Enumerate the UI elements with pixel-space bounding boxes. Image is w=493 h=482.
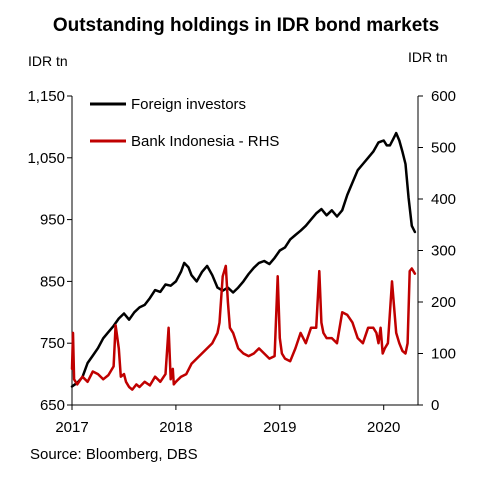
source-note: Source: Bloomberg, DBS — [30, 446, 198, 463]
series-line-bank-indonesia — [70, 264, 417, 391]
left-tick-label: 850 — [40, 273, 65, 290]
left-tick-label: 650 — [40, 397, 65, 414]
left-tick-label: 1,150 — [27, 88, 65, 105]
right-tick-label: 0 — [431, 397, 439, 414]
right-tick-label: 500 — [431, 140, 456, 157]
legend-label-foreign: Foreign investors — [131, 96, 246, 113]
series-lines — [70, 131, 417, 391]
x-ticks: 2017 2018 2019 2020 — [55, 405, 400, 436]
legend: Foreign investors Bank Indonesia - RHS — [90, 96, 279, 150]
right-axis-unit: IDR tn — [408, 49, 448, 65]
left-tick-label: 950 — [40, 212, 65, 229]
left-axis-unit: IDR tn — [28, 53, 68, 69]
right-tick-label: 200 — [431, 294, 456, 311]
right-tick-label: 600 — [431, 88, 456, 105]
chart-title: Outstanding holdings in IDR bond markets — [53, 15, 439, 36]
left-tick-label: 750 — [40, 335, 65, 352]
right-tick-label: 100 — [431, 346, 456, 363]
right-tick-label: 400 — [431, 191, 456, 208]
legend-label-bi: Bank Indonesia - RHS — [131, 133, 279, 150]
left-tick-label: 1,050 — [27, 150, 65, 167]
x-tick-label: 2018 — [159, 419, 192, 436]
x-tick-label: 2019 — [263, 419, 296, 436]
left-y-ticks: 650 750 850 950 1,050 1,150 — [27, 88, 72, 414]
x-tick-label: 2020 — [367, 419, 400, 436]
series-line-foreign-investors — [70, 131, 417, 388]
right-tick-label: 300 — [431, 243, 456, 260]
x-tick-label: 2017 — [55, 419, 88, 436]
right-y-ticks: 0 100 200 300 400 500 600 — [418, 88, 456, 414]
